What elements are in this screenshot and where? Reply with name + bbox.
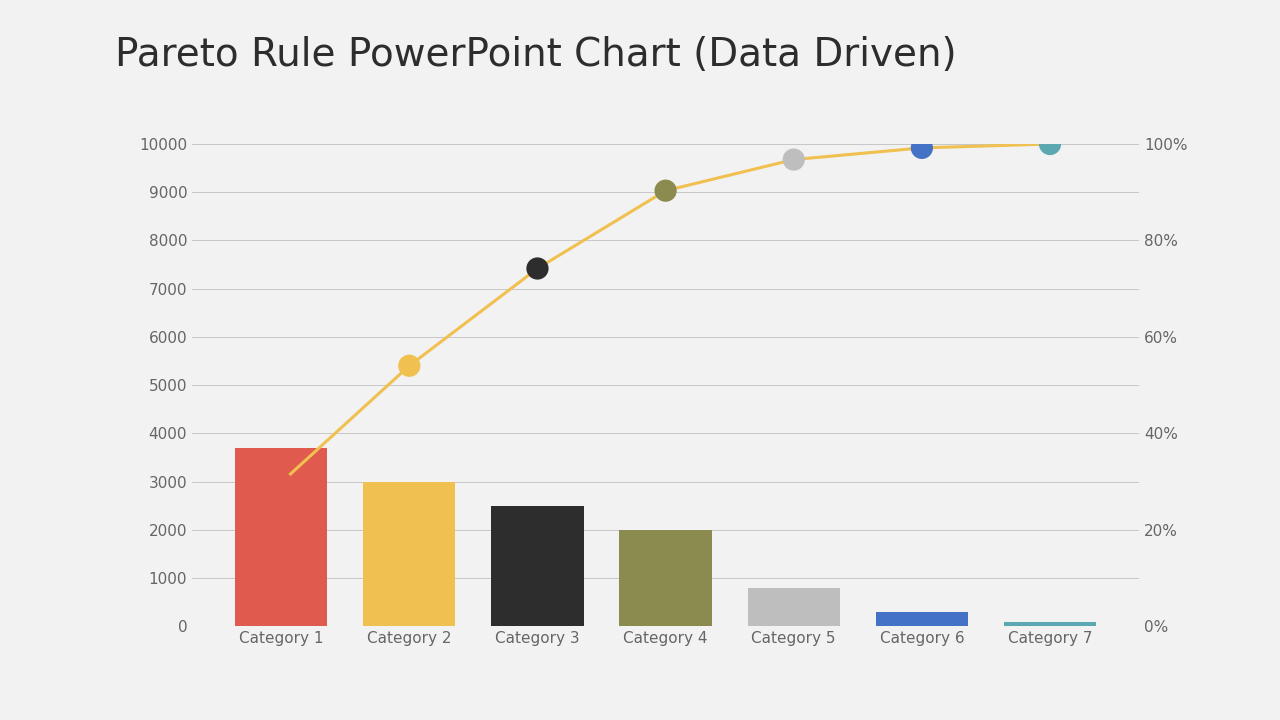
Bar — [748, 588, 840, 626]
Text: Pareto Rule PowerPoint Chart (Data Driven): Pareto Rule PowerPoint Chart (Data Drive… — [115, 36, 957, 74]
Point — [527, 263, 548, 274]
Bar — [620, 530, 712, 626]
Bar — [876, 612, 968, 626]
Bar — [1004, 621, 1096, 626]
Point — [1039, 138, 1060, 150]
Point — [271, 477, 292, 488]
Bar — [492, 505, 584, 626]
Bar — [236, 448, 328, 626]
Point — [399, 360, 420, 372]
Bar — [364, 482, 456, 626]
Point — [911, 142, 932, 153]
Point — [655, 185, 676, 197]
Point — [783, 154, 804, 166]
